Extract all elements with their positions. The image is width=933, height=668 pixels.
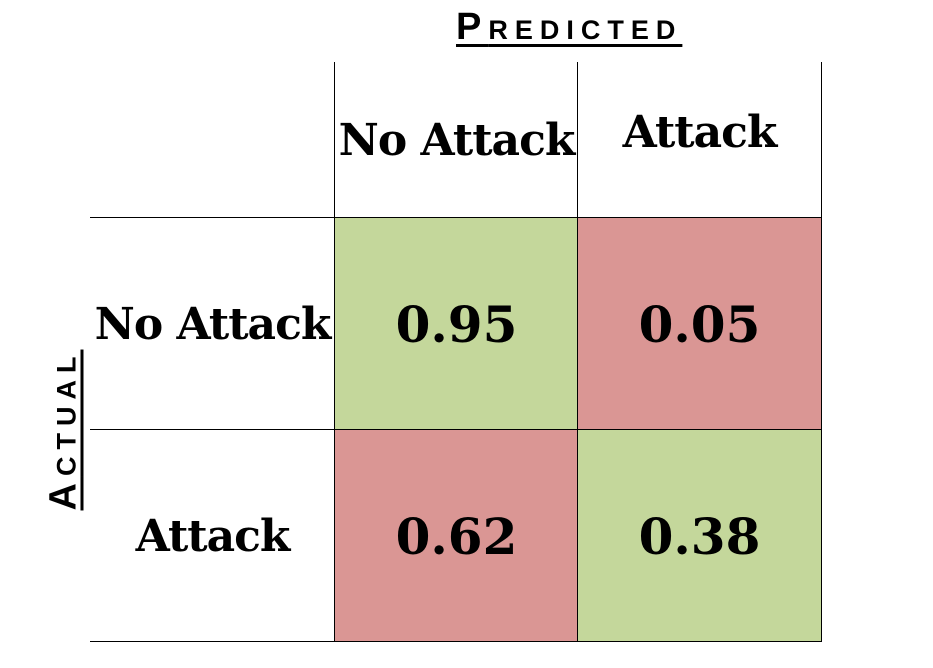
grid-line-horizontal-top [90, 217, 822, 218]
grid-line-vertical-right [821, 62, 822, 642]
matrix-cell: 0.38 [578, 430, 821, 642]
column-header-no-attack: No Attack [338, 114, 576, 166]
predicted-axis-title-cap: P [456, 6, 489, 48]
cell-value-label: 0.38 [638, 506, 761, 566]
matrix-cell: 0.62 [335, 430, 578, 642]
matrix-cell: 0.95 [335, 218, 578, 430]
cell-value-label: 0.95 [395, 294, 518, 354]
matrix-cell: 0.05 [578, 218, 821, 430]
grid-line-vertical-left [334, 62, 335, 642]
row-header-attack: Attack [135, 510, 291, 562]
column-header-attack: Attack [622, 106, 778, 158]
row-header-no-attack: No Attack [94, 298, 332, 350]
predicted-axis-title: PREDICTED [456, 6, 682, 49]
cell-value-label: 0.05 [638, 294, 761, 354]
grid-line-horizontal-middle [90, 429, 822, 430]
cell-value-label: 0.62 [395, 506, 518, 566]
actual-axis-title-cap: A [42, 476, 85, 511]
grid-line-horizontal-bottom [90, 641, 822, 642]
actual-axis-title: ACTUAL [43, 350, 86, 511]
grid-line-vertical-middle [577, 62, 578, 642]
predicted-axis-title-rest: REDICTED [488, 15, 683, 45]
actual-axis-title-rest: CTUAL [51, 349, 82, 477]
